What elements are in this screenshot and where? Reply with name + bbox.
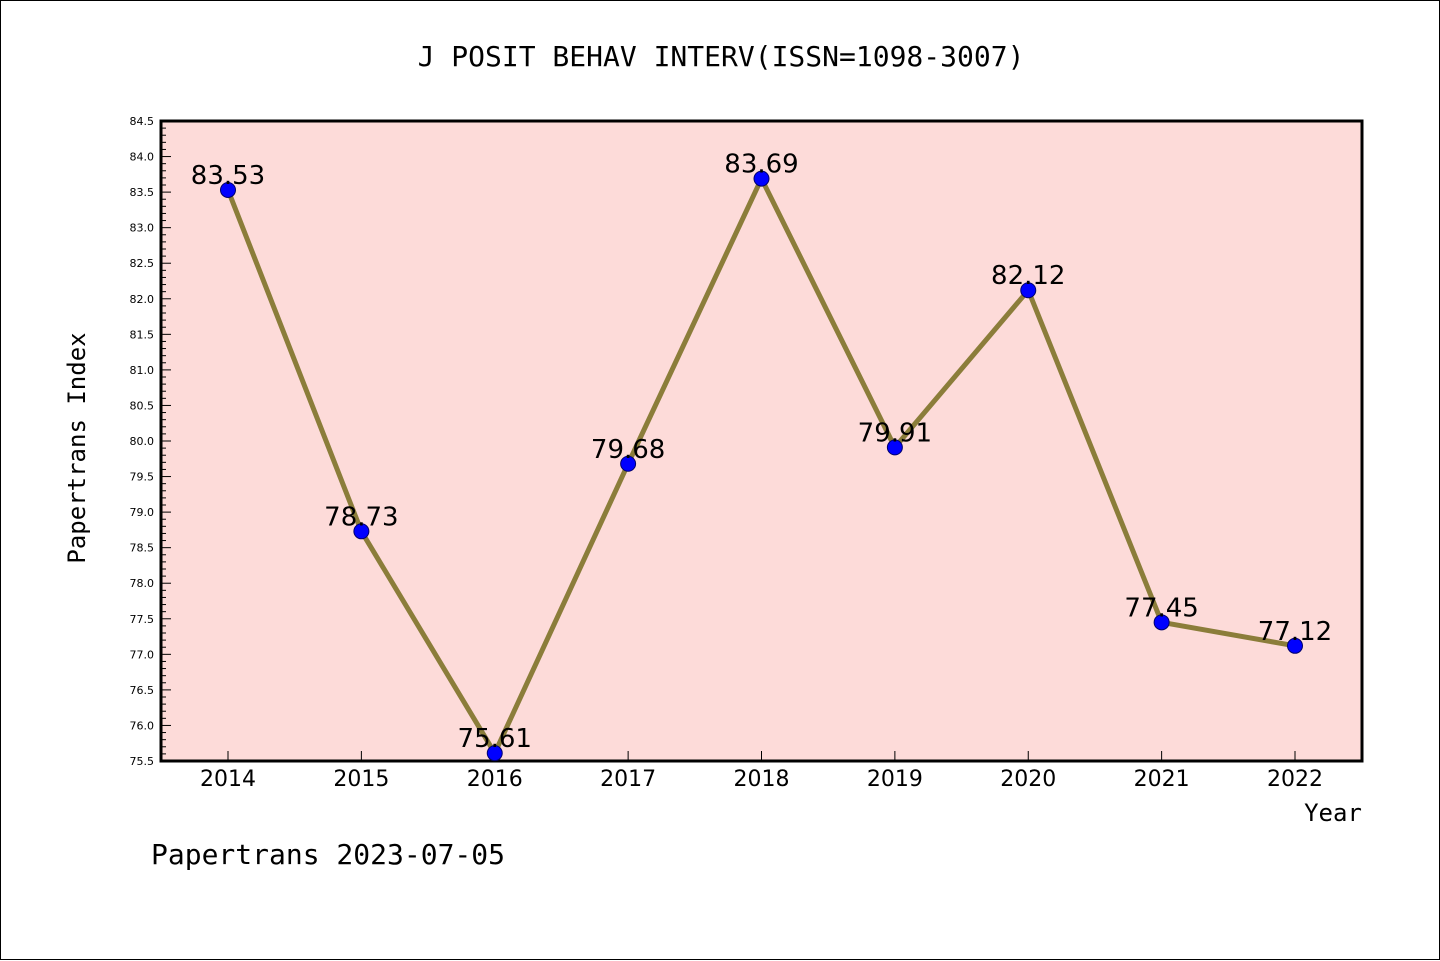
y-tick-label: 82.5 (130, 257, 155, 270)
footer-caption: Papertrans 2023-07-05 (151, 838, 505, 871)
y-tick-label: 77.5 (130, 613, 155, 626)
x-tick-label: 2015 (333, 767, 389, 792)
y-axis-label: Papertrans Index (63, 332, 91, 563)
y-tick-label: 83.5 (130, 186, 155, 199)
x-tick-label: 2021 (1134, 767, 1190, 792)
data-label: 79.91 (858, 418, 932, 448)
data-point (753, 170, 770, 187)
y-tick-label: 81.5 (130, 328, 155, 341)
y-tick-label: 80.0 (130, 435, 155, 448)
y-tick-label: 76.5 (130, 684, 155, 697)
data-label: 79.68 (591, 435, 665, 465)
y-tick-label: 81.0 (130, 364, 155, 377)
y-tick-label: 82.0 (130, 293, 155, 306)
data-point (620, 455, 637, 472)
x-tick-label: 2017 (600, 767, 656, 792)
y-tick-label: 80.5 (130, 399, 155, 412)
data-label: 83.69 (724, 150, 798, 180)
x-tick-label: 2022 (1267, 767, 1323, 792)
y-tick-label: 78.0 (130, 577, 155, 590)
x-tick-label: 2016 (467, 767, 523, 792)
data-label: 78.73 (324, 502, 398, 532)
data-label: 83.53 (191, 161, 265, 191)
data-point (886, 439, 903, 456)
y-tick-label: 77.0 (130, 648, 155, 661)
data-label: 77.45 (1124, 593, 1198, 623)
y-tick-label: 79.0 (130, 506, 155, 519)
data-series (220, 170, 1303, 762)
data-label: 75.61 (458, 724, 532, 754)
chart-title: J POSIT BEHAV INTERV(ISSN=1098-3007) (418, 40, 1025, 73)
y-tick-label: 84.5 (130, 115, 155, 128)
y-tick-label: 79.5 (130, 471, 155, 484)
y-tick-label: 75.5 (130, 755, 155, 768)
data-labels: 83.53 78.73 75.61 79.68 83.69 79.91 82.12 77.45… (191, 150, 1332, 755)
x-tick-label: 2018 (734, 767, 790, 792)
y-tick-label: 84.0 (130, 151, 155, 164)
x-tick-label: 2020 (1000, 767, 1056, 792)
data-label: 77.12 (1258, 617, 1332, 647)
y-tick-label: 78.5 (130, 542, 155, 555)
x-axis: 2014 2015 2016 2017 2018 2019 2020 2021 2022 (200, 751, 1323, 792)
data-point (220, 181, 236, 198)
y-axis: 75.5 76.0 76.5 77.0 77.5 78.0 78.5 79.0 79.5 80.0… (130, 115, 171, 768)
data-point (353, 523, 370, 540)
data-point (486, 745, 503, 762)
data-label: 82.12 (991, 261, 1065, 291)
plot-area (159, 119, 1364, 763)
x-tick-label: 2019 (867, 767, 923, 792)
y-tick-label: 83.0 (130, 222, 155, 235)
x-tick-label: 2014 (200, 767, 256, 792)
x-axis-label: Year (1304, 799, 1362, 827)
data-point (1153, 614, 1170, 631)
data-point (1020, 282, 1037, 299)
data-point (1287, 637, 1303, 654)
y-tick-label: 76.0 (130, 719, 155, 732)
